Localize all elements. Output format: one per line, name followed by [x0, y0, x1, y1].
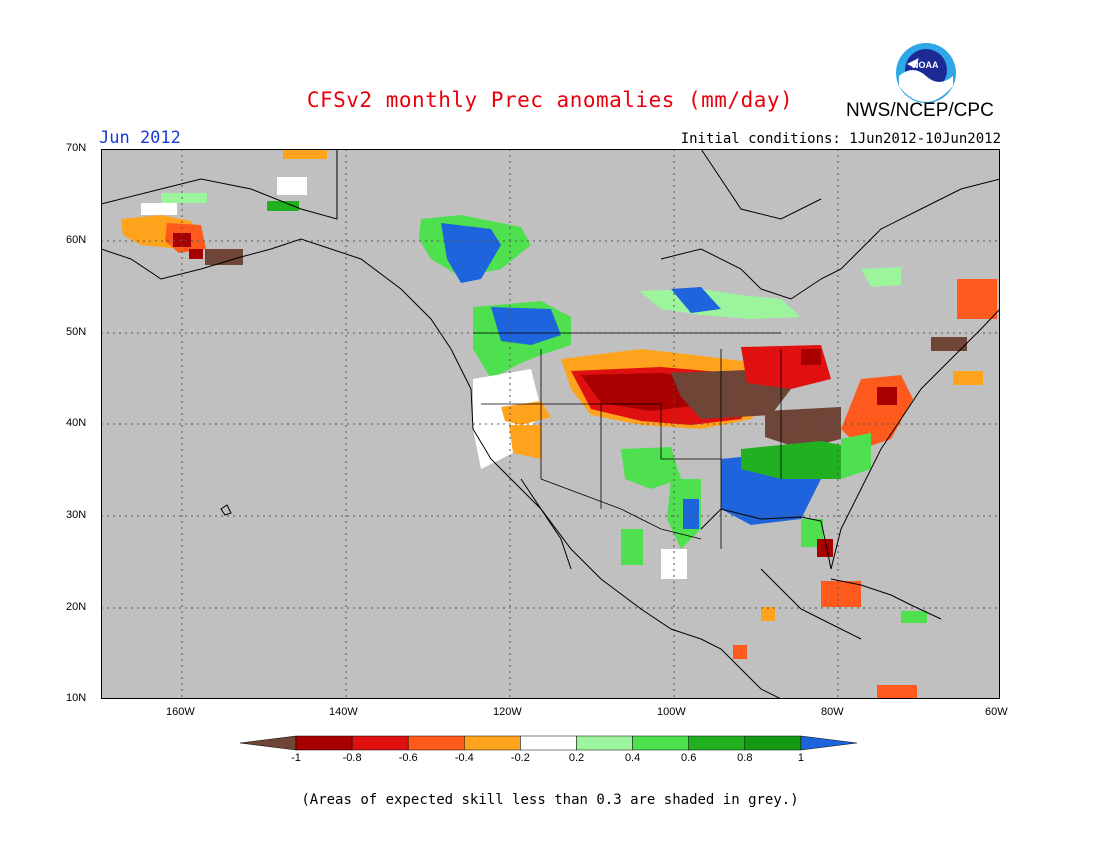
colorbar-label: -0.2: [510, 752, 530, 764]
colorbar-labels: -1 -0.8 -0.6 -0.4 -0.2 0.2 0.4 0.6 0.8 1: [240, 752, 862, 768]
map-frame: [101, 149, 1000, 699]
lon-label-120w: 120W: [493, 706, 522, 718]
organization-label: NWS/NCEP/CPC: [846, 100, 994, 121]
political-borders: [336, 149, 782, 549]
precipitation-anomaly-map: [101, 149, 1000, 699]
anomaly-shading: [121, 149, 997, 699]
colorbar-label: 0.2: [568, 752, 585, 764]
colorbar-label: 0.6: [681, 752, 697, 764]
lon-label-140w: 140W: [329, 706, 358, 718]
chart-title: CFSv2 monthly Prec anomalies (mm/day): [306, 88, 794, 112]
colorbar-swatch-8: [688, 735, 746, 751]
map-gridlines: [101, 149, 1000, 699]
colorbar-swatch-0: [240, 735, 297, 751]
lon-label-160w: 160W: [166, 706, 195, 718]
colorbar-swatch-3: [407, 735, 465, 751]
colorbar-label: 0.8: [737, 752, 753, 764]
noaa-logo: NOAA: [895, 42, 957, 104]
lon-label-80w: 80W: [821, 706, 844, 718]
lat-label-60n: 60N: [66, 234, 87, 246]
colorbar-swatch-5: [520, 735, 577, 751]
colorbar-swatch-1: [295, 735, 353, 751]
lat-label-40n: 40N: [66, 417, 87, 429]
colorbar-label: -0.6: [398, 752, 418, 764]
colorbar-swatch-7: [632, 735, 689, 751]
skill-footnote: (Areas of expected skill less than 0.3 a…: [301, 792, 799, 808]
lat-label-30n: 30N: [66, 509, 87, 521]
colorbar: [240, 735, 857, 751]
lat-label-70n: 70N: [66, 142, 87, 154]
initial-conditions-label: Initial conditions: 1Jun2012-10Jun2012: [680, 131, 1001, 147]
colorbar-swatch-9: [744, 735, 802, 751]
colorbar-swatch-4: [464, 735, 521, 751]
lon-label-100w: 100W: [657, 706, 686, 718]
colorbar-label: 1: [797, 752, 804, 764]
colorbar-swatch-6: [576, 735, 633, 751]
colorbar-label: -0.4: [454, 752, 474, 764]
lat-label-10n: 10N: [66, 692, 87, 704]
colorbar-swatch-2: [351, 735, 409, 751]
coastlines: [101, 149, 1000, 699]
lon-label-60w: 60W: [985, 706, 1008, 718]
logo-text: NOAA: [912, 60, 939, 70]
colorbar-label: 0.4: [624, 752, 641, 764]
lat-label-50n: 50N: [66, 326, 87, 338]
colorbar-swatch-10: [800, 735, 857, 751]
colorbar-label: -0.8: [342, 752, 362, 764]
month-label: Jun 2012: [99, 128, 181, 148]
colorbar-label: -1: [291, 752, 301, 764]
lat-label-20n: 20N: [66, 601, 87, 613]
